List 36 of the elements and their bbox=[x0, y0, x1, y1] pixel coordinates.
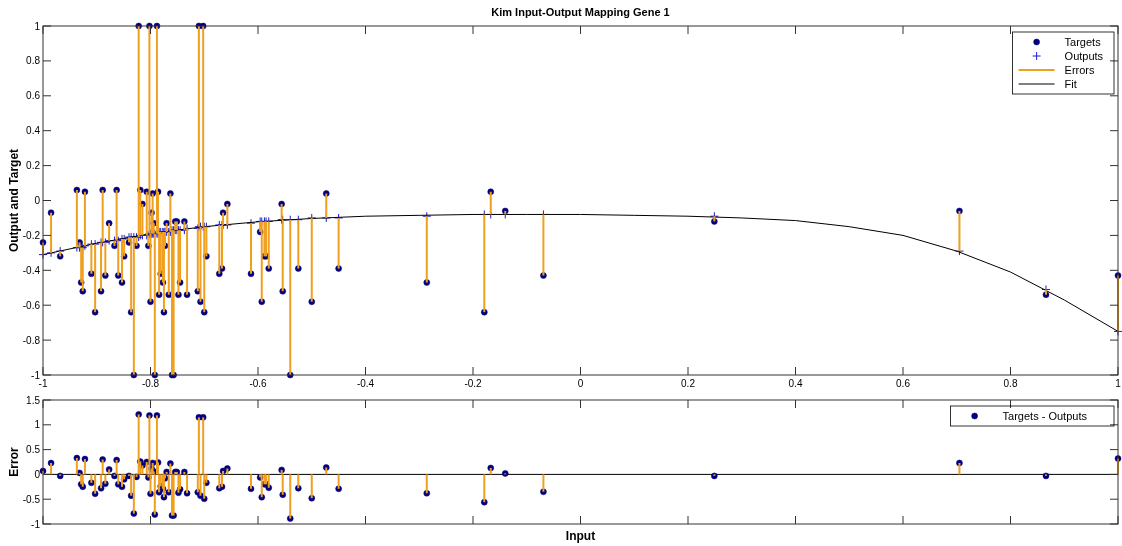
y-tick-label: 1 bbox=[34, 419, 41, 431]
x-tick-label: 1 bbox=[1115, 378, 1122, 389]
x-tick-label: -0.6 bbox=[249, 378, 268, 389]
y-tick-label: 0.2 bbox=[26, 160, 41, 172]
legend-label: Targets - Outputs bbox=[1002, 410, 1088, 422]
y-tick-label: 0 bbox=[34, 195, 41, 206]
y-axis-title: Error bbox=[7, 447, 21, 477]
y-tick-label: 0.6 bbox=[26, 90, 41, 102]
legend-label: Fit bbox=[1064, 78, 1077, 90]
legend-label: Errors bbox=[1064, 64, 1096, 76]
x-tick-label: -0.2 bbox=[464, 378, 483, 389]
y-tick-label: 0.5 bbox=[26, 444, 41, 456]
legend-label: Targets bbox=[1064, 36, 1102, 48]
y-tick-label: -0.8 bbox=[22, 334, 41, 346]
y-tick-label: 0.4 bbox=[26, 125, 41, 137]
legend-label: Outputs bbox=[1064, 50, 1104, 62]
y-tick-label: -0.5 bbox=[22, 493, 41, 505]
y-tick-label: -1 bbox=[31, 369, 41, 381]
x-tick-label: -0.8 bbox=[141, 378, 160, 389]
x-tick-label: -0.4 bbox=[356, 378, 375, 389]
y-tick-label: -1 bbox=[31, 518, 41, 530]
y-tick-label: 0 bbox=[34, 468, 41, 480]
x-tick-label: 0.2 bbox=[681, 378, 696, 389]
x-tick-label: 0.6 bbox=[896, 378, 911, 389]
y-tick-label: -0.2 bbox=[22, 229, 41, 241]
y-tick-label: 0.8 bbox=[26, 55, 41, 67]
y-tick-label: -0.6 bbox=[22, 299, 41, 311]
x-tick-label: 0.4 bbox=[788, 378, 803, 389]
x-axis-title: Input bbox=[565, 529, 596, 543]
x-tick-label: 0.8 bbox=[1003, 378, 1018, 389]
chart-title: Kim Input-Output Mapping Gene 1 bbox=[491, 6, 670, 18]
y-axis-title: Output and Target bbox=[7, 148, 21, 253]
x-tick-label: 0 bbox=[577, 378, 584, 389]
y-tick-label: -0.4 bbox=[22, 264, 41, 276]
y-tick-label: 1.5 bbox=[26, 394, 41, 406]
y-tick-label: 1 bbox=[34, 20, 41, 32]
